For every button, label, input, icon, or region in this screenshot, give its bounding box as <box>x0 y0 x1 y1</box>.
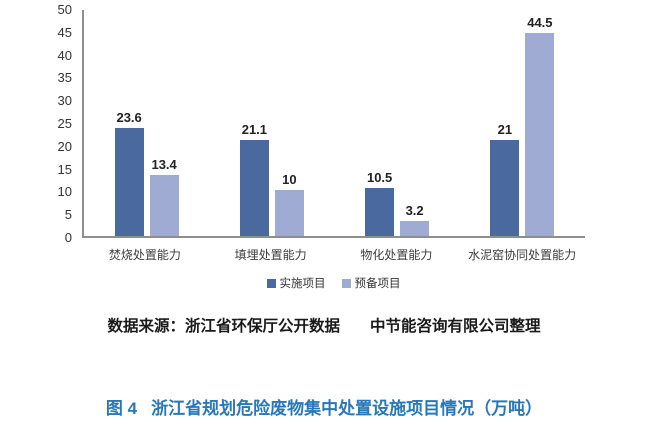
bar-value-label: 10.5 <box>366 170 393 185</box>
bar-group: 23.6 13.4 <box>84 10 209 236</box>
bar-group: 21 44.5 <box>460 10 585 236</box>
legend-item: 实施项目 <box>266 275 326 291</box>
y-axis-tick-label: 0 <box>64 230 72 245</box>
bar-unit: 21 <box>490 10 520 236</box>
legend-item: 预备项目 <box>341 275 401 291</box>
bar <box>239 140 269 236</box>
legend-label: 预备项目 <box>354 278 401 290</box>
bar-chart: 0 5 10 15 20 25 30 35 40 45 50 23.6 13.4 21.1 10 10.5 3… <box>0 0 585 291</box>
y-axis-tick-label: 15 <box>57 161 72 177</box>
source-note: 数据来源：浙江省环保厅公开数据 中节能咨询有限公司整理 <box>0 314 648 336</box>
source-note-compiler: 中节能咨询有限公司整理 <box>370 318 541 335</box>
x-axis-label: 焚烧处置能力 <box>108 248 181 262</box>
bar-value-label: 21 <box>497 122 513 137</box>
legend-label: 实施项目 <box>279 278 326 290</box>
bar-unit: 10.5 <box>365 10 395 236</box>
bar <box>525 33 555 236</box>
y-axis-tick-label: 35 <box>57 70 72 86</box>
bar-unit: 44.5 <box>525 10 555 236</box>
figure-caption: 图 4 浙江省规划危险废物集中处置设施项目情况（万吨） <box>0 394 648 419</box>
bar <box>400 221 430 236</box>
bar-group: 10.5 3.2 <box>335 10 460 236</box>
y-axis-tick-label: 45 <box>57 24 72 40</box>
bar <box>490 140 520 236</box>
y-axis-tick-label: 5 <box>64 207 72 223</box>
bar-value-label: 44.5 <box>527 15 553 30</box>
bar <box>114 128 144 236</box>
legend: 实施项目 预备项目 <box>82 275 585 291</box>
bar-unit: 10 <box>274 10 304 236</box>
y-axis-tick-label: 50 <box>57 2 72 17</box>
bar-group: 21.1 10 <box>209 10 334 236</box>
y-axis-tick-label: 10 <box>57 184 72 200</box>
plot-area: 23.6 13.4 21.1 10 10.5 3.2 21 44.5 <box>82 10 585 238</box>
figure-caption-title: 浙江省规划危险废物集中处置设施项目情况（万吨） <box>151 399 543 418</box>
y-axis-tick-label: 20 <box>57 138 72 154</box>
bar-unit: 21.1 <box>239 10 269 236</box>
bar <box>149 175 179 236</box>
x-axis-label: 物化处置能力 <box>360 248 433 262</box>
bar-value-label: 10 <box>282 172 297 187</box>
bar-unit: 23.6 <box>114 10 144 236</box>
x-axis: 焚烧处置能力 填埋处置能力 物化处置能力 水泥窑协同处置能力 <box>82 246 585 263</box>
x-axis-label: 水泥窑协同处置能力 <box>468 248 577 262</box>
bar <box>274 190 304 236</box>
legend-swatch <box>266 278 276 288</box>
y-axis-tick-label: 30 <box>57 93 72 109</box>
bar <box>365 188 395 236</box>
y-axis-tick-label: 25 <box>57 116 72 131</box>
source-note-data: 数据来源：浙江省环保厅公开数据 <box>107 318 340 335</box>
bar-value-label: 23.6 <box>116 110 142 125</box>
bar-value-label: 3.2 <box>405 203 424 218</box>
bar-unit: 13.4 <box>149 10 179 236</box>
y-axis-tick-label: 40 <box>57 47 72 63</box>
y-axis: 0 5 10 15 20 25 30 35 40 45 50 <box>0 0 72 260</box>
legend-swatch <box>341 278 351 288</box>
bar-value-label: 13.4 <box>151 157 177 172</box>
bar-unit: 3.2 <box>400 10 430 236</box>
bar-value-label: 21.1 <box>241 122 268 137</box>
figure-caption-number: 图 4 <box>105 399 138 418</box>
x-axis-label: 填埋处置能力 <box>234 248 307 262</box>
